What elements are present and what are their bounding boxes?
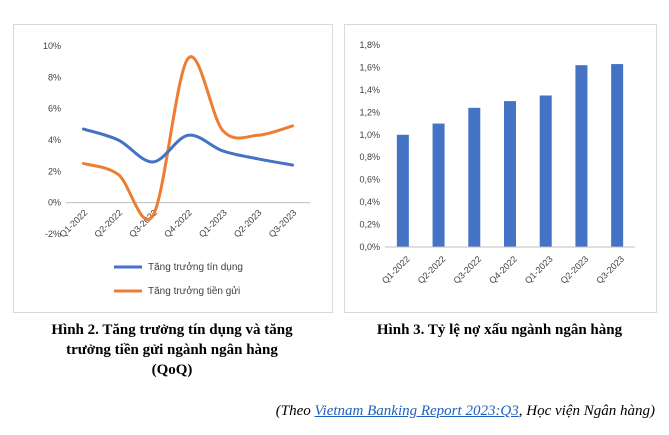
- y-tick-label: 0,4%: [359, 197, 380, 207]
- caption-line-1: Hình 2. Tăng trưởng tín dụng và tăng: [51, 322, 293, 338]
- y-tick-label: 0,0%: [359, 242, 380, 252]
- x-tick-label: Q4-2022: [487, 254, 519, 286]
- x-tick-label: Q3-2022: [451, 254, 483, 286]
- y-tick-label: -2%: [45, 229, 61, 239]
- source-suffix: , Học viện Ngân hàng): [518, 403, 655, 419]
- bar-chart: 1,8% 1,6% 1,4% 1,2% 1,0% 0,8% 0,6% 0,4% 0,2% 0,0%…: [359, 40, 635, 286]
- x-tick-label: Q2-2023: [232, 208, 264, 240]
- x-tick-label: Q4-2022: [162, 208, 194, 240]
- x-tick-label: Q1-2023: [523, 254, 555, 286]
- legend-label: Tăng trưởng tín dụng: [148, 261, 243, 273]
- credit-growth-line: [81, 127, 295, 167]
- x-tick-label: Q3-2023: [594, 254, 626, 286]
- y-tick-label: 6%: [48, 104, 61, 114]
- y-tick-label: 0,6%: [359, 175, 380, 185]
- npl-bar: [396, 134, 409, 247]
- y-tick-label: 8%: [48, 72, 61, 82]
- x-tick-label: Q1-2022: [58, 208, 90, 240]
- source-link[interactable]: Vietnam Banking Report 2023:Q3: [314, 403, 519, 419]
- npl-bar: [432, 123, 445, 247]
- npl-bar: [468, 107, 481, 247]
- y-tick-label: 4%: [48, 135, 61, 145]
- x-tick-label: Q2-2022: [92, 208, 124, 240]
- y-tick-label: 2%: [48, 166, 61, 176]
- caption-line-2: trưởng tiền gửi ngành ngân hàng: [66, 342, 278, 358]
- caption-line-3: (QoQ): [151, 362, 193, 378]
- deposit-growth-line: [81, 55, 295, 221]
- source-note: (Theo Vietnam Banking Report 2023:Q3, Họ…: [276, 403, 655, 420]
- figure-2-caption: Hình 2. Tăng trưởng tín dụng và tăng trư…: [22, 320, 322, 380]
- line-chart: 10%8%6%4%2%0%-2%Q1-2022 Q2-2022 Q3-2022 Q4-…: [43, 41, 310, 297]
- source-prefix: (Theo: [275, 403, 315, 419]
- y-tick-label: 1,2%: [359, 107, 380, 117]
- y-tick-label: 1,4%: [359, 85, 380, 95]
- y-tick-label: 1,6%: [359, 62, 380, 72]
- x-tick-label: Q2-2023: [559, 254, 591, 286]
- legend-label: Tăng trưởng tiền gửi: [148, 285, 240, 297]
- x-tick-label: Q1-2022: [380, 254, 412, 286]
- npl-bar: [539, 95, 552, 247]
- y-tick-label: 0,8%: [359, 152, 380, 162]
- x-tick-label: Q1-2023: [197, 208, 229, 240]
- credit-deposit-chart-panel: 10% 8% 6% 4% 2% 0% -2% Q1-2022 Q2-2022 Q3-2022 Q4-…: [13, 24, 333, 313]
- y-tick-label: 1,0%: [359, 130, 380, 140]
- y-tick-label: 0,2%: [359, 220, 380, 230]
- x-tick-label: Q2-2022: [416, 254, 448, 286]
- npl-bar: [611, 64, 624, 247]
- y-tick-label: 0%: [48, 198, 61, 208]
- figure-3-caption: Hình 3. Tỷ lệ nợ xấu ngành ngân hàng: [376, 322, 623, 338]
- npl-bar: [575, 65, 588, 247]
- y-tick-label: 1,8%: [359, 40, 380, 50]
- npl-chart-panel: 1,8% 1,6% 1,4% 1,2% 1,0% 0,8% 0,6% 0,4% 0,2% 0,0%…: [344, 24, 657, 313]
- y-tick-label: 10%: [43, 41, 61, 51]
- npl-bar: [504, 101, 516, 247]
- x-tick-label: Q3-2023: [267, 208, 299, 240]
